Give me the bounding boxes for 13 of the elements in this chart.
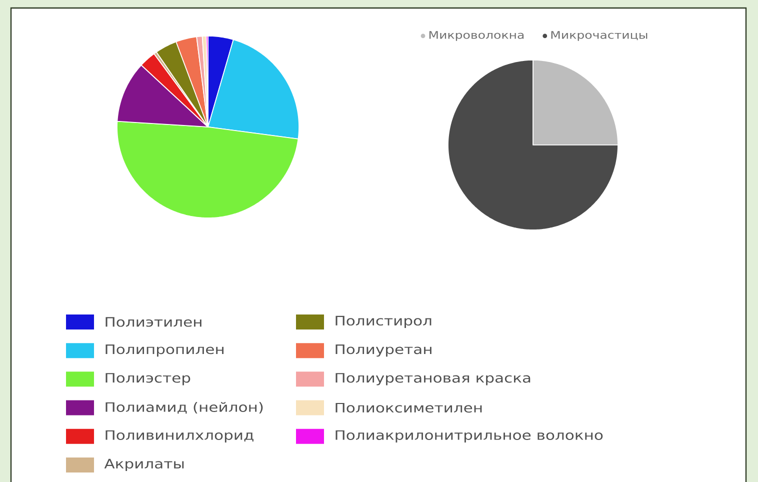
legend-label: Полиоксиметилен xyxy=(336,402,482,413)
legend-label: Акрилаты xyxy=(104,458,184,472)
legend-label: Полипропилен xyxy=(106,344,224,357)
legend-label: Полиуретановая краска xyxy=(336,373,530,386)
legend-label: Микроволокна xyxy=(429,31,524,41)
legend-label: Микрочастицы xyxy=(551,31,648,41)
legend-label: Полистирол xyxy=(336,316,432,328)
legend-label: Поливинилхлорид xyxy=(106,430,254,442)
legend-label: Полиэстер xyxy=(106,373,190,386)
legend-label: Полиуретан xyxy=(336,344,432,357)
legend-label: Полиэтилен xyxy=(106,317,202,327)
legend-label: Полиакрилонитрильное волокно xyxy=(336,430,603,442)
legend-label: Полиамид (нейлон) xyxy=(106,402,263,414)
